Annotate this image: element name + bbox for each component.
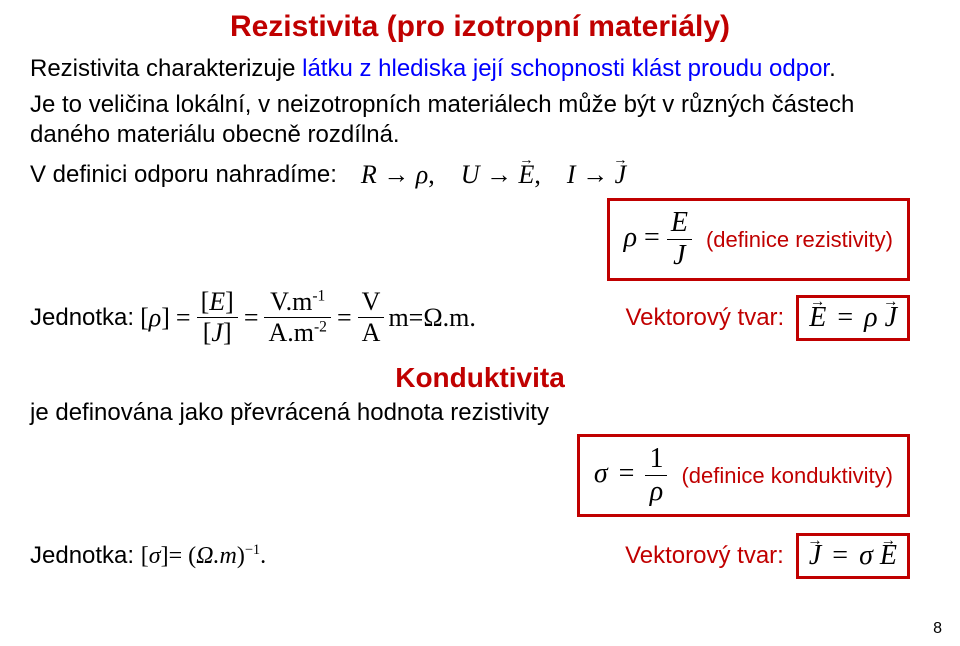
sym-u: U xyxy=(461,160,480,189)
sym-e-vec: E xyxy=(519,160,535,190)
resistivity-definition-box: ρ = E J (definice rezistivity) xyxy=(607,198,910,281)
eq2-eq: = xyxy=(832,540,848,571)
eq2-sigma: σ xyxy=(859,540,873,571)
unit2-math: [σ]= (Ω.m)−1. xyxy=(141,543,266,569)
slide-page: Rezistivita (pro izotropní materiály) Re… xyxy=(0,0,960,646)
u-eq-2: = xyxy=(244,303,259,333)
substitution-line: V definici odporu nahradíme: R → ρ, U → … xyxy=(30,160,930,190)
u-sup-m1: -1 xyxy=(312,287,325,304)
u-j: J xyxy=(211,318,223,347)
vector-eq1: E = ρ J xyxy=(809,302,897,334)
u-rho: ρ xyxy=(149,303,161,333)
eq2-j: J xyxy=(809,540,821,572)
u-vm: V.m xyxy=(270,287,312,316)
b2-eq: = xyxy=(619,458,635,489)
eq1-eq: = xyxy=(837,302,853,333)
b2-rho: ρ xyxy=(645,476,667,508)
para1-post: . xyxy=(829,55,836,82)
u-frac2-num: V.m-1 xyxy=(264,287,331,318)
u-a: A xyxy=(358,318,385,348)
u-sup-m2: -2 xyxy=(314,318,327,335)
u-tail: m=Ω.m xyxy=(388,303,469,333)
u-v: V xyxy=(358,287,385,318)
comma-2: , xyxy=(534,160,541,189)
unit2-period: . xyxy=(260,543,266,569)
eq1-rho: ρ xyxy=(864,302,877,333)
b2-one: 1 xyxy=(645,443,667,476)
rb-3: ] xyxy=(223,318,232,347)
arrow-icon-2: → xyxy=(486,160,512,189)
vecttvar-label-2: Vektorový tvar: xyxy=(625,542,784,570)
lb-2: [ xyxy=(201,287,210,316)
lb-1: [ xyxy=(140,303,149,333)
u-frac-2: V.m-1 A.m-2 xyxy=(264,287,331,348)
subst-label: V definici odporu nahradíme: xyxy=(30,161,337,189)
arrow-icon: → xyxy=(383,160,409,189)
unit2-label: Jednotka: xyxy=(30,542,134,569)
box1-formula: ρ = E J xyxy=(624,207,692,272)
rb-2: ] xyxy=(225,287,234,316)
subst-math: R → ρ, U → E, I → J xyxy=(361,160,626,190)
sym-i: I xyxy=(567,160,576,189)
unit-row: Jednotka: [ ρ ] = [E] [J] = V.m-1 A.m-2 xyxy=(30,287,476,348)
comma-1: , xyxy=(428,160,435,189)
u-frac-1: [E] [J] xyxy=(197,287,238,348)
box1-caption: (definice rezistivity) xyxy=(706,227,893,253)
page-number: 8 xyxy=(933,620,942,638)
u-e: E xyxy=(209,287,225,316)
box2-formula: σ = 1 ρ xyxy=(594,443,668,508)
b1-eq: = xyxy=(644,222,660,253)
b1-frac: E J xyxy=(667,207,692,272)
paragraph-1: Rezistivita charakterizuje látku z hledi… xyxy=(30,54,930,84)
vector-form-2: Vektorový tvar: J = σ E xyxy=(625,533,930,579)
vector-form-1: Vektorový tvar: E = ρ J xyxy=(625,295,930,341)
konduktivita-row1: je definována jako převrácená hodnota re… xyxy=(30,398,930,428)
box1-row: ρ = E J (definice rezistivity) xyxy=(30,198,930,281)
vector-eq1-box: E = ρ J xyxy=(796,295,910,341)
b1-den: J xyxy=(667,240,692,272)
para1-highlight: látku z hlediska její schopnosti klást p… xyxy=(302,55,829,82)
page-title: Rezistivita (pro izotropní materiály) xyxy=(30,10,930,44)
unit2: Jednotka: [σ]= (Ω.m)−1. xyxy=(30,542,266,570)
b1-rho: ρ xyxy=(624,222,637,253)
rb-1: ] xyxy=(161,303,170,333)
vector-eq2: J = σ E xyxy=(809,540,897,572)
unit-label: Jednotka: xyxy=(30,304,134,332)
kond-text: je definována jako převrácená hodnota re… xyxy=(30,398,549,428)
para1-pre: Rezistivita charakterizuje xyxy=(30,55,302,82)
u-frac2-den: A.m-2 xyxy=(264,318,331,348)
paragraph-2: Je to veličina lokální, v neizotropních … xyxy=(30,90,930,150)
conductivity-definition-box: σ = 1 ρ (definice konduktivity) xyxy=(577,434,910,517)
b2-sigma: σ xyxy=(594,458,608,489)
u-period: . xyxy=(469,303,476,333)
u-eq-3: = xyxy=(337,303,352,333)
u-eq-1: = xyxy=(176,303,191,333)
sym-r: R xyxy=(361,160,377,189)
u-frac-3: V A xyxy=(358,287,385,348)
b1-num: E xyxy=(667,207,692,240)
sym-j-vec: J xyxy=(615,160,627,190)
eq1-e: E xyxy=(809,302,826,334)
arrow-icon-3: → xyxy=(582,160,608,189)
b2-frac: 1 ρ xyxy=(645,443,667,508)
vecttvar-label-1: Vektorový tvar: xyxy=(625,304,784,332)
u-frac1-num: [E] xyxy=(197,287,238,318)
sym-rho: ρ xyxy=(416,160,428,189)
eq1-j: J xyxy=(885,302,897,334)
bottom-row: Jednotka: [σ]= (Ω.m)−1. Vektorový tvar: … xyxy=(30,533,930,579)
box2-row: σ = 1 ρ (definice konduktivity) xyxy=(30,434,930,517)
u-frac1-den: [J] xyxy=(197,318,238,348)
vector-eq2-box: J = σ E xyxy=(796,533,910,579)
subtitle: Konduktivita xyxy=(30,362,930,394)
eq2-e: E xyxy=(880,540,897,572)
unit-and-vector-row: Jednotka: [ ρ ] = [E] [J] = V.m-1 A.m-2 xyxy=(30,287,930,348)
box2-caption: (definice konduktivity) xyxy=(681,463,893,489)
unit2-sup: −1 xyxy=(245,542,260,558)
u-am: A.m xyxy=(268,318,314,347)
